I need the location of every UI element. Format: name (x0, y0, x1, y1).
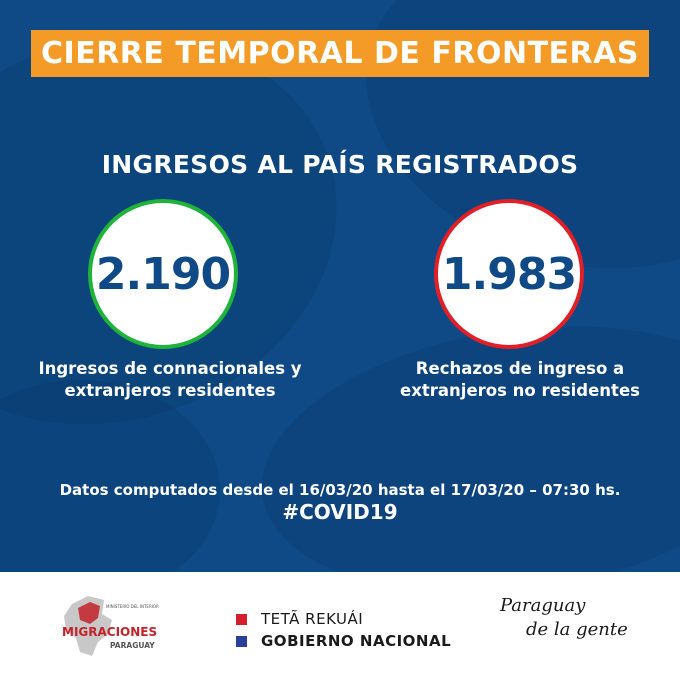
gov-line-1: TETÃ REKUÁI (261, 610, 364, 628)
caption-line: Rechazos de ingreso a (415, 359, 625, 378)
migraciones-country: PARAGUAY (110, 641, 155, 650)
stat-caption-ingresos: Ingresos de connacionales y extranjeros … (20, 358, 320, 402)
caption-line: Ingresos de connacionales y (38, 359, 302, 378)
stat-circle-rechazos: 1.983 (434, 199, 584, 349)
subtitle: INGRESOS AL PAÍS REGISTRADOS (101, 150, 579, 179)
banner-title: CIERRE TEMPORAL DE FRONTERAS (41, 36, 639, 71)
hashtag: #COVID19 (282, 500, 398, 524)
stat-value-rechazos: 1.983 (441, 248, 577, 300)
slogan-logo: Paraguay de la gente (500, 594, 640, 642)
background-shape (244, 295, 680, 572)
gov-line-2: GOBIERNO NACIONAL (261, 632, 452, 650)
slogan-line-2: de la gente (526, 619, 628, 640)
gov-row-1: TETÃ REKUÁI (236, 608, 451, 630)
red-square-icon (236, 613, 247, 625)
stat-circle-ingresos: 2.190 (88, 199, 238, 349)
blue-square-icon (236, 635, 247, 647)
slogan-line-1: Paraguay (500, 595, 586, 616)
stat-value-ingresos: 2.190 (95, 248, 231, 300)
caption-line: extranjeros no residentes (400, 381, 640, 400)
ministry-text: MINISTERIO DEL INTERIOR (106, 604, 159, 609)
blue-panel: CIERRE TEMPORAL DE FRONTERAS INGRESOS AL… (0, 0, 680, 572)
date-note: Datos computados desde el 16/03/20 hasta… (59, 481, 621, 499)
caption-line: extranjeros residentes (64, 381, 276, 400)
paraguay-map-icon (64, 596, 112, 656)
stat-caption-rechazos: Rechazos de ingreso a extranjeros no res… (370, 358, 670, 402)
migraciones-name: MIGRACIONES (62, 625, 157, 639)
gov-row-2: GOBIERNO NACIONAL (236, 630, 451, 652)
footer: MINISTERIO DEL INTERIOR MIGRACIONES PARA… (0, 572, 680, 680)
title-banner: CIERRE TEMPORAL DE FRONTERAS (31, 30, 649, 77)
government-block: TETÃ REKUÁI GOBIERNO NACIONAL (236, 608, 451, 652)
migraciones-logo: MINISTERIO DEL INTERIOR MIGRACIONES PARA… (62, 596, 159, 656)
background-shape (0, 380, 220, 572)
